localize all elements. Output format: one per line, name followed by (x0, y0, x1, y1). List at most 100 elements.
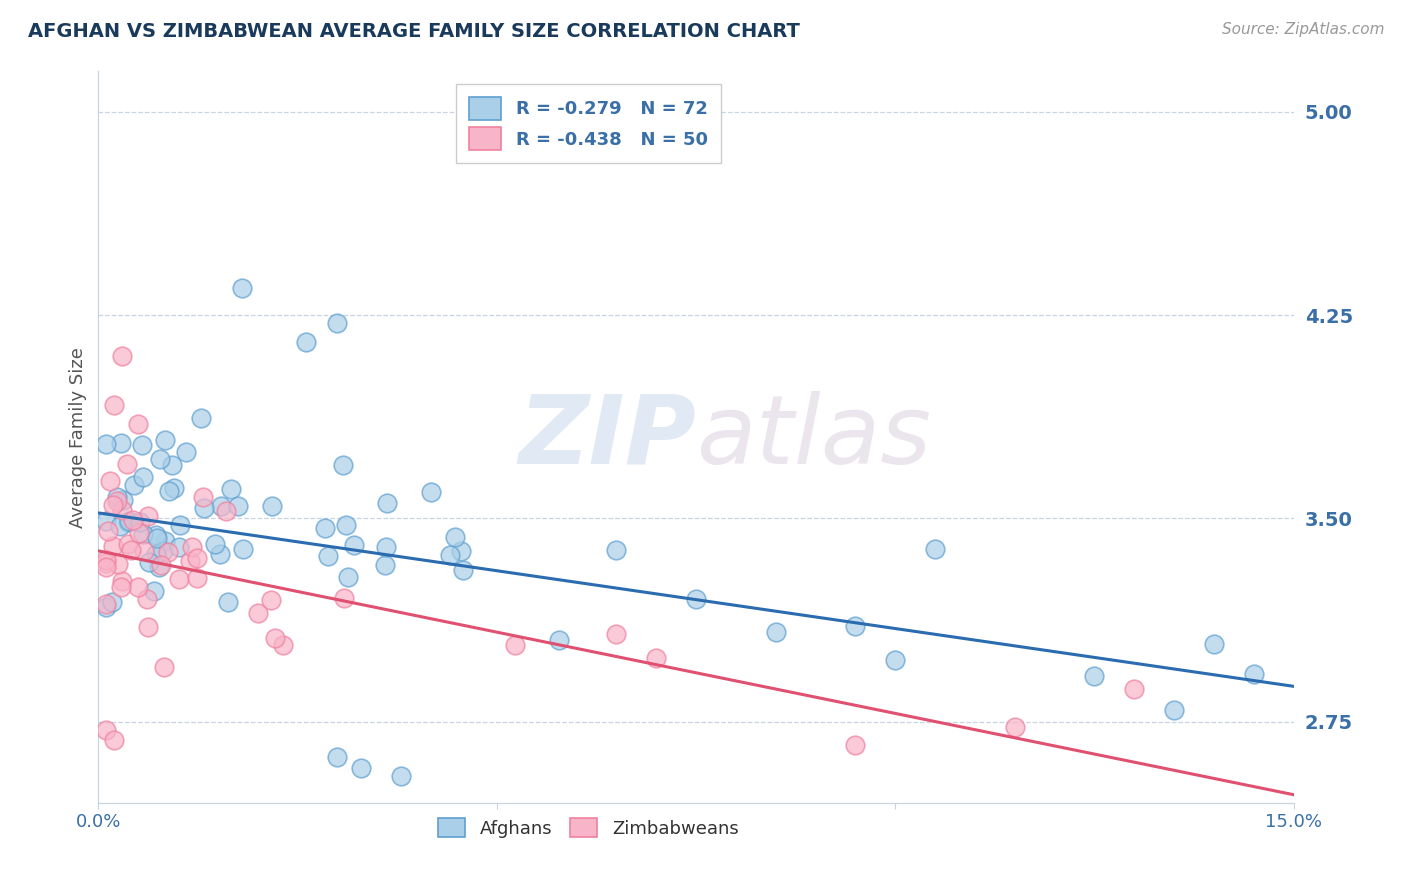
Afghans (145, 528, 167, 542)
Afghans (453, 564, 475, 578)
Text: Source: ZipAtlas.com: Source: ZipAtlas.com (1222, 22, 1385, 37)
Zimbabweans (132, 543, 155, 558)
Zimbabweans (149, 558, 172, 572)
Zimbabweans (1123, 681, 1146, 696)
Zimbabweans (98, 475, 121, 489)
Afghans (765, 625, 787, 640)
Text: ZIP: ZIP (517, 391, 696, 483)
Afghans (924, 542, 946, 557)
Zimbabweans (103, 539, 125, 553)
Zimbabweans (111, 502, 134, 516)
Zimbabweans (103, 733, 125, 747)
Zimbabweans (136, 620, 159, 634)
Afghans (219, 482, 242, 496)
Afghans (118, 514, 141, 528)
Zimbabweans (605, 626, 627, 640)
Zimbabweans (179, 554, 201, 568)
Afghans (204, 537, 226, 551)
Zimbabweans (96, 556, 118, 570)
Afghans (232, 541, 254, 556)
Afghans (174, 445, 197, 459)
Afghans (1083, 669, 1105, 683)
Zimbabweans (264, 631, 287, 645)
Zimbabweans (110, 580, 132, 594)
Afghans (439, 548, 461, 562)
Zimbabweans (180, 541, 202, 555)
Afghans (350, 761, 373, 775)
Zimbabweans (105, 494, 128, 508)
Afghans (153, 533, 176, 548)
Zimbabweans (128, 526, 150, 541)
Afghans (208, 547, 231, 561)
Afghans (145, 547, 167, 561)
Afghans (217, 595, 239, 609)
Afghans (262, 499, 284, 513)
Zimbabweans (111, 349, 134, 363)
Afghans (131, 438, 153, 452)
Afghans (375, 496, 398, 510)
Afghans (101, 594, 124, 608)
Afghans (190, 410, 212, 425)
Zimbabweans (193, 490, 215, 504)
Afghans (153, 433, 176, 447)
Zimbabweans (260, 592, 283, 607)
Afghans (685, 591, 707, 606)
Afghans (142, 583, 165, 598)
Afghans (374, 558, 396, 572)
Afghans (228, 500, 250, 514)
Zimbabweans (97, 524, 120, 538)
Zimbabweans (1004, 720, 1026, 734)
Zimbabweans (127, 580, 149, 594)
Zimbabweans (273, 638, 295, 652)
Text: atlas: atlas (696, 391, 931, 483)
Afghans (332, 458, 354, 472)
Zimbabweans (107, 558, 129, 572)
Afghans (96, 437, 118, 451)
Legend: Afghans, Zimbabweans: Afghans, Zimbabweans (432, 811, 745, 845)
Afghans (231, 281, 253, 295)
Afghans (294, 335, 316, 350)
Zimbabweans (333, 591, 356, 605)
Zimbabweans (153, 660, 176, 674)
Zimbabweans (96, 598, 118, 612)
Afghans (316, 549, 339, 563)
Afghans (129, 515, 152, 529)
Afghans (375, 540, 398, 554)
Afghans (149, 451, 172, 466)
Afghans (1243, 667, 1265, 681)
Afghans (148, 559, 170, 574)
Afghans (450, 544, 472, 558)
Afghans (152, 544, 174, 558)
Afghans (96, 514, 118, 528)
Text: AFGHAN VS ZIMBABWEAN AVERAGE FAMILY SIZE CORRELATION CHART: AFGHAN VS ZIMBABWEAN AVERAGE FAMILY SIZE… (28, 22, 800, 41)
Afghans (169, 518, 191, 533)
Afghans (124, 478, 146, 492)
Afghans (343, 538, 366, 552)
Zimbabweans (103, 398, 125, 412)
Zimbabweans (96, 553, 118, 567)
Afghans (605, 543, 627, 558)
Zimbabweans (96, 560, 118, 574)
Zimbabweans (503, 638, 526, 652)
Zimbabweans (127, 417, 149, 431)
Afghans (162, 458, 184, 473)
Afghans (844, 619, 866, 633)
Afghans (419, 484, 441, 499)
Y-axis label: Average Family Size: Average Family Size (69, 347, 87, 527)
Zimbabweans (186, 551, 208, 566)
Zimbabweans (157, 544, 180, 558)
Afghans (335, 518, 357, 533)
Afghans (884, 653, 907, 667)
Zimbabweans (120, 543, 142, 558)
Afghans (107, 490, 129, 504)
Afghans (547, 632, 569, 647)
Zimbabweans (215, 504, 238, 518)
Afghans (167, 540, 190, 554)
Afghans (138, 556, 160, 570)
Afghans (336, 570, 359, 584)
Zimbabweans (122, 513, 145, 527)
Afghans (1163, 703, 1185, 717)
Zimbabweans (96, 723, 118, 737)
Zimbabweans (186, 571, 208, 585)
Zimbabweans (110, 574, 132, 588)
